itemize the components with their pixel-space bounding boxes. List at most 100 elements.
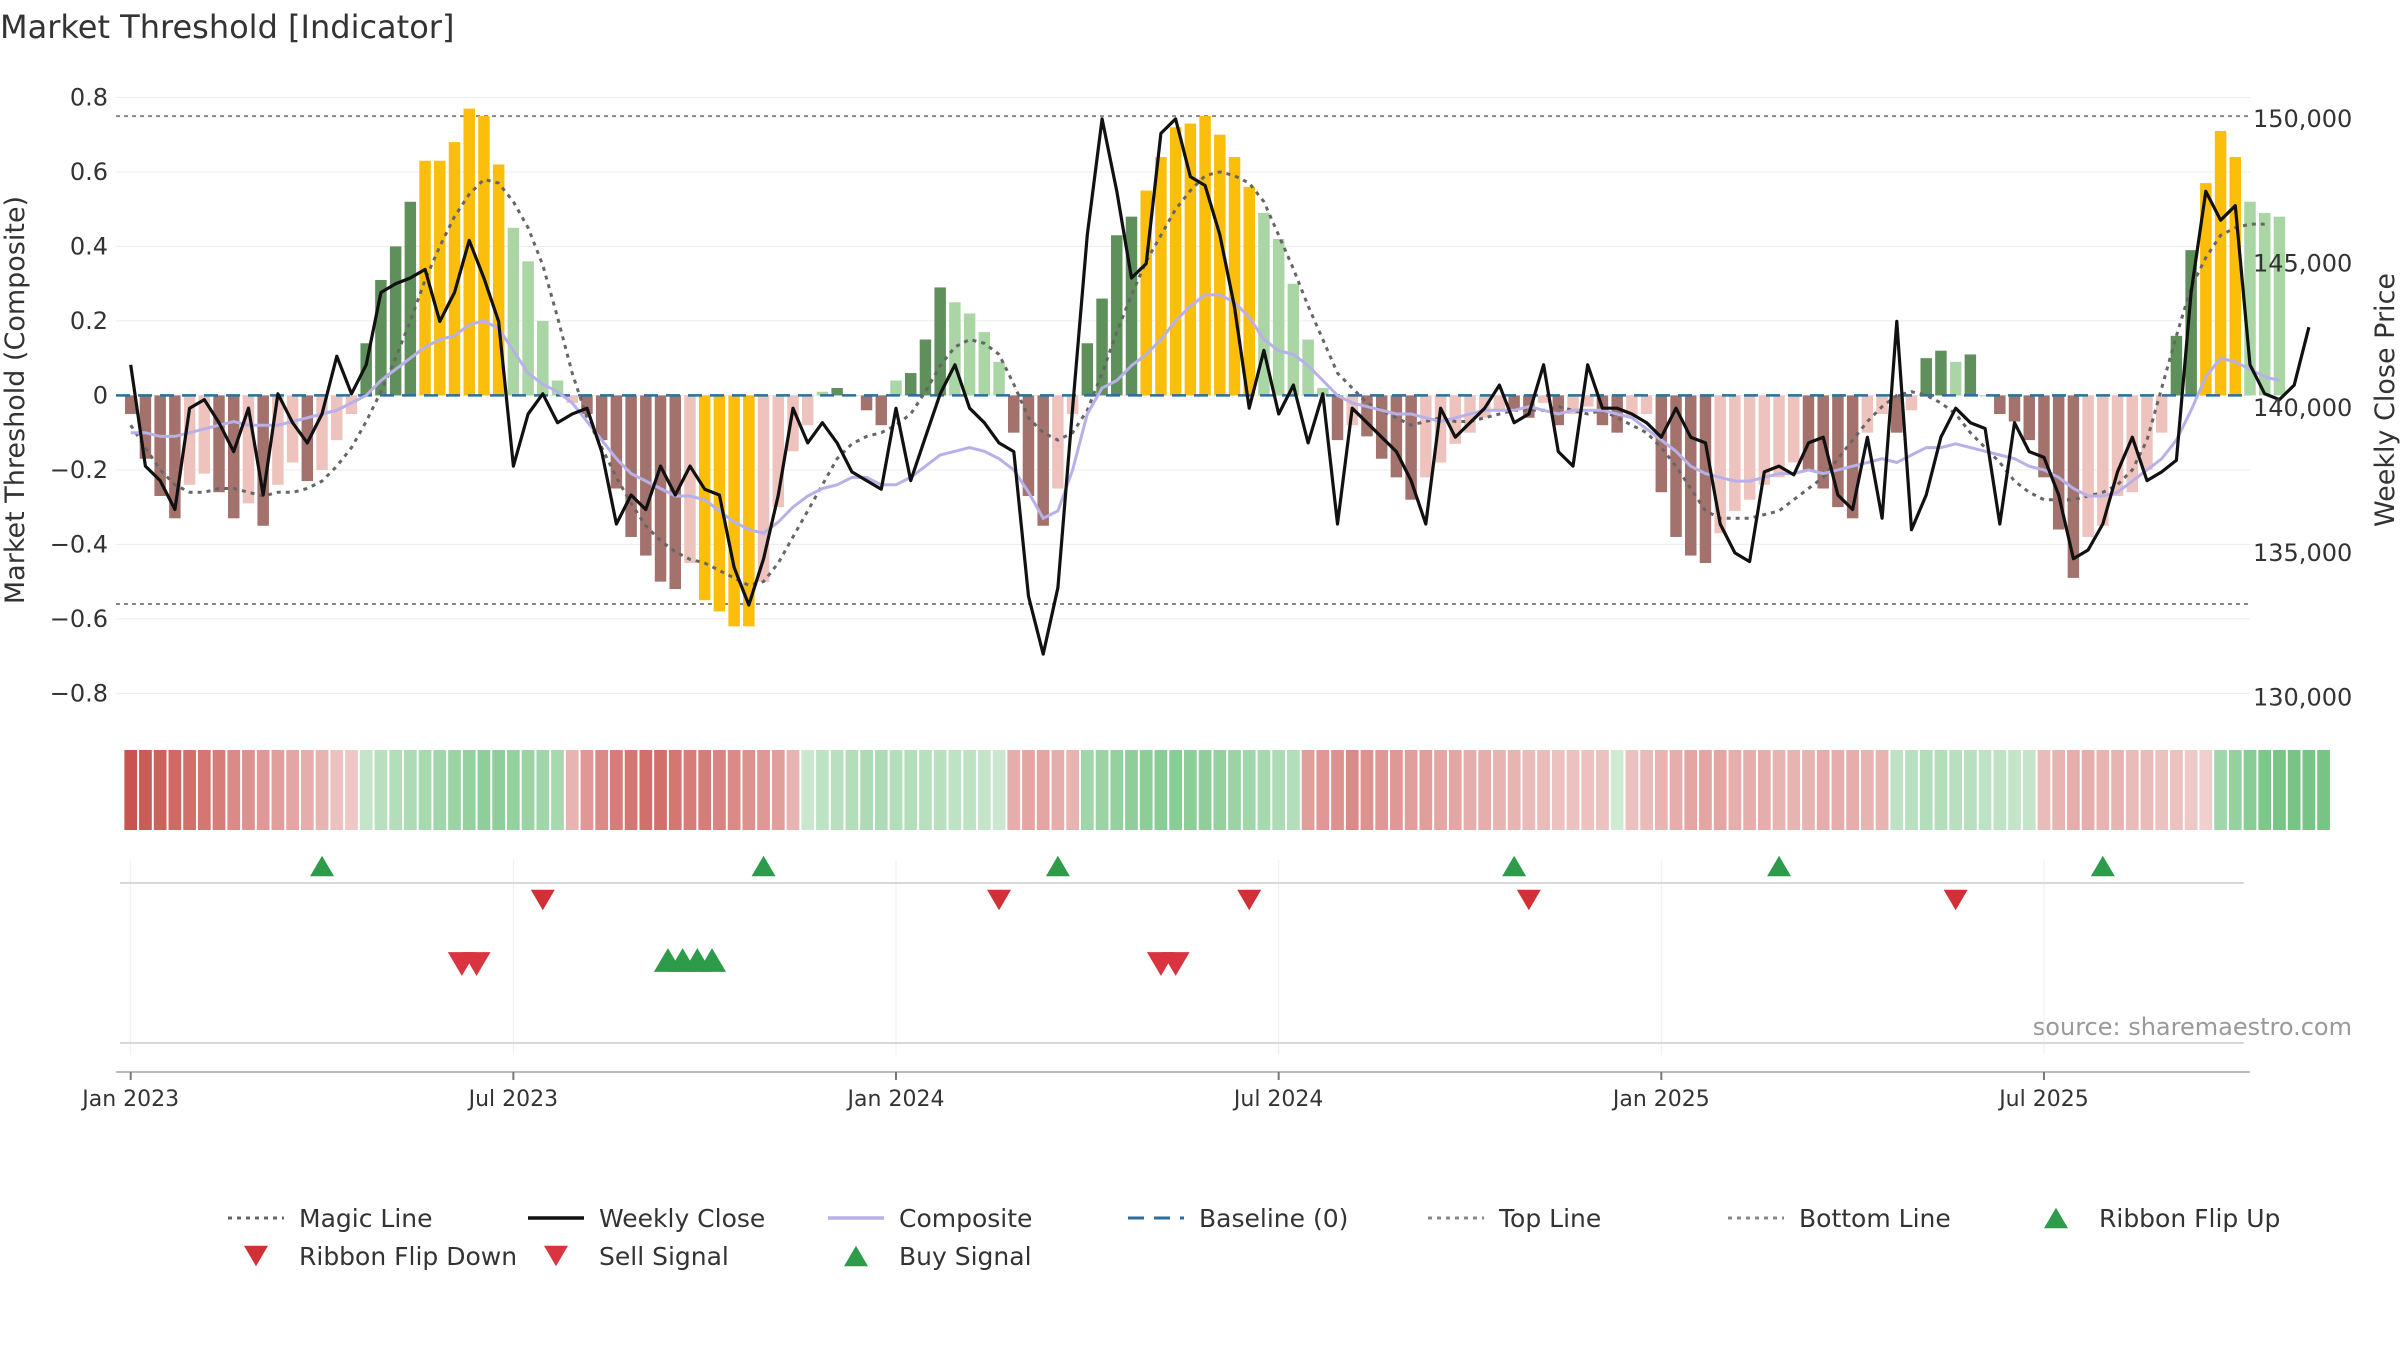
ribbon-cell [389, 750, 402, 830]
composite-bar [345, 395, 358, 415]
composite-bar [610, 395, 623, 489]
ribbon-flip-up-marker [1502, 855, 1527, 877]
x-tick-label: Jul 2024 [1232, 1087, 1324, 1112]
ribbon-cell [1390, 750, 1403, 830]
ribbon-cell [977, 750, 991, 830]
composite-bar [1949, 361, 1962, 396]
ribbon-cell [1360, 750, 1374, 830]
composite-bar [1331, 395, 1344, 441]
composite-bar [595, 395, 608, 441]
composite-bar [1008, 395, 1020, 433]
composite-bar [1670, 395, 1682, 537]
ribbon-cell [1301, 750, 1315, 830]
ribbon-cell [1890, 750, 1904, 830]
ribbon-cell [345, 750, 358, 830]
composite-bar [949, 302, 961, 396]
ribbon-cell [168, 750, 182, 830]
source-credit: source: sharemaestro.com [2033, 1013, 2352, 1041]
ribbon-cell [610, 750, 623, 830]
composite-bar [816, 391, 829, 396]
composite-bar [419, 160, 431, 396]
ribbon-cell [1139, 750, 1153, 830]
ribbon-cell [374, 750, 388, 830]
ribbon-cell [1831, 750, 1845, 830]
left-tick-label: 0 [93, 381, 108, 409]
composite-bar [1361, 395, 1373, 437]
composite-bar [684, 395, 696, 564]
composite-bar [1773, 395, 1785, 478]
composite-bar [2214, 130, 2227, 396]
ribbon-cell [1669, 750, 1683, 830]
composite-bar [1758, 395, 1771, 485]
ribbon-cell [801, 750, 815, 830]
composite-bar [2185, 250, 2197, 396]
x-tick-label: Jul 2025 [1997, 1087, 2089, 1112]
composite-bar [2023, 395, 2035, 441]
ribbon-cell [2008, 750, 2021, 830]
composite-bar [890, 380, 902, 396]
composite-bar [1390, 395, 1403, 478]
ribbon-cell [1993, 750, 2007, 830]
ribbon-cell [2258, 750, 2272, 830]
composite-bar [478, 116, 490, 396]
composite-bar [934, 287, 946, 396]
composite-bar [537, 320, 549, 396]
ribbon-cell [1713, 750, 1727, 830]
composite-bar [434, 160, 446, 396]
composite-bar [1626, 395, 1638, 418]
legend-label: Sell Signal [599, 1242, 729, 1271]
ribbon-cell [2081, 750, 2095, 830]
ribbon-cell [933, 750, 947, 830]
composite-bar [625, 395, 637, 537]
sell-signal-marker [462, 952, 491, 976]
composite-bar [1287, 283, 1300, 396]
composite-bar [1317, 387, 1329, 396]
composite-bar [993, 361, 1005, 396]
ribbon-cell [1787, 750, 1801, 830]
ribbon-cell [242, 750, 255, 830]
buy-signal-marker [698, 948, 727, 972]
composite-bar [507, 227, 520, 396]
legend-symbol [2044, 1207, 2068, 1229]
ribbon-cell [2170, 750, 2183, 830]
composite-bar [1685, 395, 1697, 556]
composite-bar [2141, 395, 2153, 470]
ribbon-cell [1875, 750, 1889, 830]
ribbon-cell [2317, 750, 2330, 830]
composite-bar [698, 395, 711, 601]
ribbon-cell [1757, 750, 1771, 830]
ribbon-cell [654, 750, 667, 830]
ribbon-cell [197, 750, 211, 830]
ribbon-cell [521, 750, 535, 830]
ribbon-cell [477, 750, 491, 830]
composite-bar [1022, 395, 1035, 496]
legend-label: Ribbon Flip Down [299, 1242, 517, 1271]
ribbon-cell [1345, 750, 1359, 830]
composite-bar [1449, 395, 1462, 444]
ribbon-cell [2067, 750, 2080, 830]
x-tick-label: Jul 2023 [467, 1087, 559, 1112]
ribbon-cell [2199, 750, 2213, 830]
composite-bar [2229, 157, 2242, 396]
right-tick-label: 130,000 [2253, 684, 2352, 712]
ribbon-cell [1846, 750, 1859, 830]
composite-bar [551, 380, 564, 396]
legend-label: Ribbon Flip Up [2099, 1204, 2280, 1233]
ribbon-cell [992, 750, 1006, 830]
left-axis-label: Market Threshold (Composite) [0, 196, 31, 604]
ribbon-cell [1537, 750, 1550, 830]
composite-bar [522, 261, 534, 396]
composite-bar [1243, 186, 1255, 396]
composite-bar [566, 395, 578, 403]
composite-bar [772, 395, 785, 508]
ribbon-cell [227, 750, 241, 830]
legend-label: Magic Line [299, 1204, 433, 1233]
composite-bar [1493, 395, 1506, 411]
ribbon-cell [1699, 750, 1712, 830]
composite-bar [757, 395, 770, 582]
ribbon-cell [1728, 750, 1742, 830]
ribbon-cell [963, 750, 976, 830]
composite-bar [1861, 395, 1874, 433]
composite-bar [2155, 395, 2168, 433]
ribbon-cell [1080, 750, 1094, 830]
